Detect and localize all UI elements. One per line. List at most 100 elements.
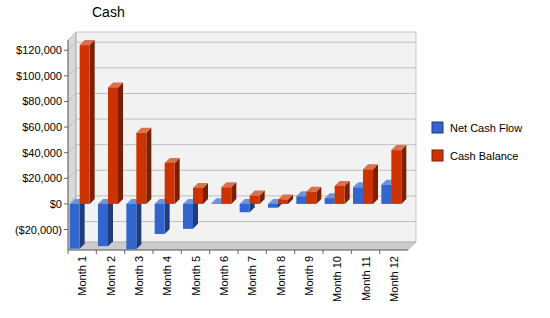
tick — [64, 203, 68, 204]
grid-line — [68, 68, 416, 76]
bar — [126, 199, 141, 249]
tick — [64, 229, 68, 230]
bar-top — [193, 183, 208, 188]
bar-front — [353, 187, 363, 204]
bar-front — [250, 196, 260, 204]
bar-front — [278, 199, 288, 203]
y-axis — [68, 40, 69, 250]
bar-top — [363, 164, 378, 169]
bar-side — [165, 199, 170, 234]
bar-front — [306, 192, 316, 204]
bar-side — [401, 145, 406, 204]
x-tick — [68, 250, 69, 254]
bar — [136, 128, 151, 204]
x-tick — [323, 250, 324, 254]
y-tick-label: $20,000 — [22, 172, 62, 184]
floor — [68, 242, 416, 250]
legend-swatch — [432, 122, 443, 133]
x-tick — [181, 250, 182, 254]
bar-top — [250, 191, 265, 196]
chart: Cash($20,000)$0$20,000$40,000$60,000$80,… — [0, 0, 550, 318]
bar-front — [70, 204, 80, 249]
y-tick-label: $120,000 — [16, 44, 62, 56]
tick — [64, 127, 68, 128]
y-tick-label: $40,000 — [22, 147, 62, 159]
bar — [108, 82, 123, 204]
bar — [278, 194, 293, 203]
bar-front — [391, 150, 401, 204]
bar-front — [335, 186, 345, 204]
bar-front — [381, 185, 391, 204]
bar-side — [90, 40, 95, 204]
grid-line — [68, 42, 416, 50]
x-tick-label: Month 5 — [190, 256, 202, 296]
bar — [221, 182, 236, 204]
bar-front — [193, 188, 203, 204]
bar-front — [165, 163, 175, 204]
bar-front — [108, 87, 118, 204]
bar-side — [118, 82, 123, 204]
bar-side — [146, 128, 151, 204]
bar-front — [211, 203, 221, 205]
y-tick-label: $60,000 — [22, 121, 62, 133]
bar-front — [136, 133, 146, 204]
bar-top — [278, 194, 293, 199]
x-tick — [266, 250, 267, 254]
bar-front — [268, 204, 278, 208]
bar-top — [221, 182, 236, 187]
y-tick-label: $80,000 — [22, 95, 62, 107]
bar-top — [136, 128, 151, 133]
bar — [193, 183, 208, 204]
bar-top — [80, 40, 95, 45]
bar-top — [335, 181, 350, 186]
bar — [70, 199, 85, 249]
tick — [64, 152, 68, 153]
x-tick — [238, 250, 239, 254]
legend-label: Net Cash Flow — [450, 122, 522, 134]
tick — [64, 101, 68, 102]
bar — [250, 191, 265, 204]
x-tick-label: Month 1 — [76, 256, 88, 296]
x-tick-label: Month 12 — [388, 256, 400, 302]
x-tick — [351, 250, 352, 254]
bar-front — [183, 204, 193, 229]
bar-front — [155, 204, 165, 234]
y-tick-label: $0 — [50, 198, 62, 210]
legend-swatch — [432, 150, 443, 161]
title: Cash — [92, 4, 125, 20]
x-tick — [153, 250, 154, 254]
x-tick — [124, 250, 125, 254]
bar-front — [325, 198, 335, 204]
x-tick-label: Month 10 — [331, 256, 343, 302]
bar — [80, 40, 95, 204]
x-tick-label: Month 8 — [275, 256, 287, 296]
bar — [306, 187, 321, 204]
x-tick-label: Month 2 — [105, 256, 117, 296]
bar-front — [240, 204, 250, 212]
bar-side — [80, 199, 85, 249]
bar-front — [363, 169, 373, 204]
bars — [70, 40, 407, 249]
bar-side — [175, 158, 180, 204]
bar — [363, 164, 378, 204]
bar — [391, 145, 406, 204]
x-tick — [379, 250, 380, 254]
bar — [98, 199, 113, 246]
bar-top — [391, 145, 406, 150]
legend-label: Cash Balance — [450, 150, 519, 162]
bar-front — [296, 196, 306, 204]
bar-front — [221, 187, 231, 204]
bar-top — [165, 158, 180, 163]
bar-top — [306, 187, 321, 192]
x-tick-label: Month 11 — [360, 256, 372, 301]
bar — [155, 199, 170, 234]
x-tick-label: Month 7 — [246, 256, 258, 296]
bar — [335, 181, 350, 204]
grid-line — [68, 222, 416, 230]
tick — [64, 75, 68, 76]
bar-side — [136, 199, 141, 249]
y-tick-label: $100,000 — [16, 70, 62, 82]
plot-wall — [68, 32, 416, 250]
bar-top — [108, 82, 123, 87]
x-tick-label: Month 3 — [133, 256, 145, 296]
